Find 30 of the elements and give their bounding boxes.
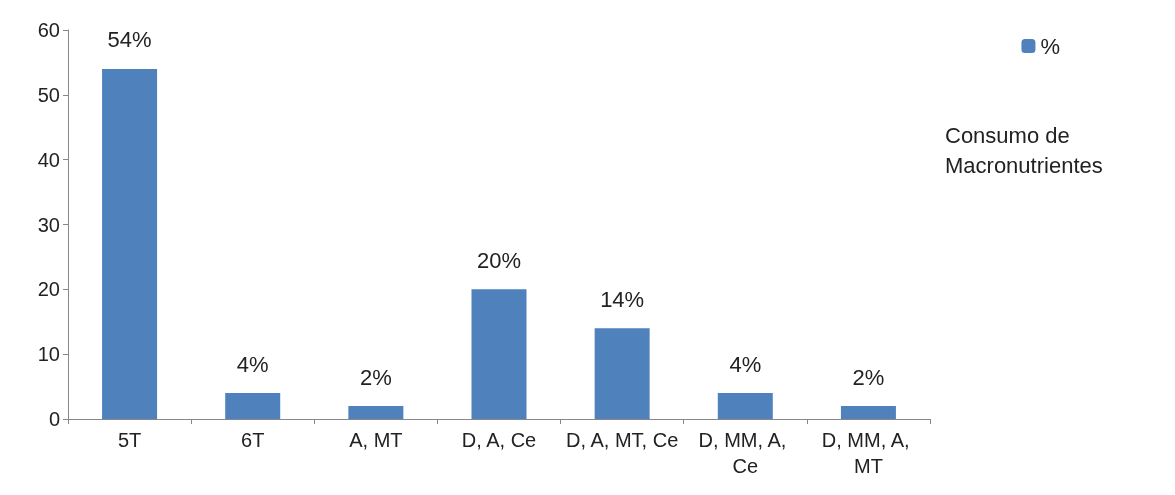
y-tick-label: 40 xyxy=(37,148,60,171)
bar xyxy=(594,328,650,419)
data-label: 2% xyxy=(359,364,392,390)
bar xyxy=(348,406,404,419)
y-tick-label: 0 xyxy=(48,408,60,430)
bar xyxy=(225,393,281,419)
bar xyxy=(102,68,158,419)
bar xyxy=(840,406,896,419)
x-tick-label: A, MT xyxy=(349,429,403,451)
x-tick-label: D, A, Ce xyxy=(461,429,537,451)
data-label: 2% xyxy=(852,364,885,390)
y-tick-label: 30 xyxy=(37,213,60,236)
data-label: 4% xyxy=(729,351,762,377)
text: Consumo de Macronutrientes xyxy=(945,122,1103,178)
x-tick-label: D, MM, A, MT xyxy=(821,429,916,477)
y-tick-label: 50 xyxy=(37,83,60,106)
x-tick-label: 6T xyxy=(241,429,265,451)
bar xyxy=(471,289,527,419)
bar xyxy=(717,393,773,419)
data-label: 54% xyxy=(107,27,152,53)
data-label: 20% xyxy=(476,247,522,273)
y-tick-label: 10 xyxy=(37,343,60,366)
y-tick-label: 20 xyxy=(37,278,60,301)
data-label: 14% xyxy=(600,286,645,312)
legend-label: % xyxy=(1040,33,1060,59)
y-tick-label: 60 xyxy=(37,19,60,41)
x-tick-label: D, A, MT, Ce xyxy=(566,429,679,451)
x-tick-label: 5T xyxy=(117,429,142,451)
data-label: 4% xyxy=(236,351,269,377)
x-tick-label: D, MM, A, Ce xyxy=(698,429,792,477)
